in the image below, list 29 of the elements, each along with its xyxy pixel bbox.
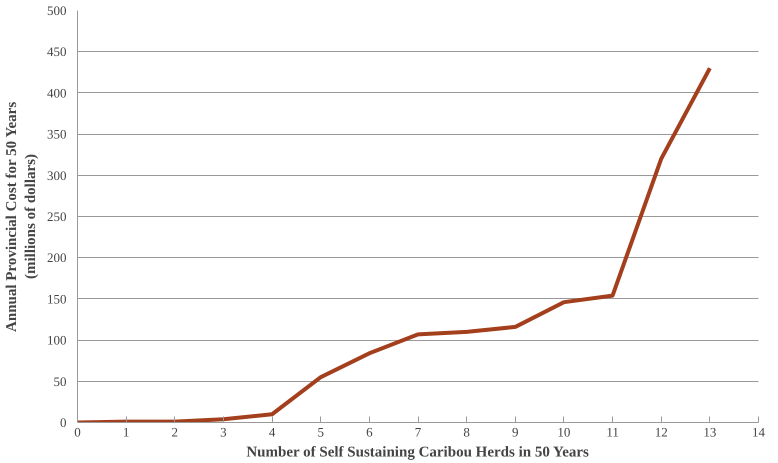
y-tick-label: 350 [47, 126, 66, 142]
y-axis-title: Annual Provincial Cost for 50 Years (millions of dollars) [4, 102, 39, 332]
x-tick-label: 11 [606, 424, 619, 440]
x-tick-label: 4 [268, 424, 276, 440]
x-tick-label: 7 [414, 424, 422, 440]
x-tick-label: 13 [703, 424, 716, 440]
y-tick-label: 100 [47, 332, 66, 348]
y-tick-label: 150 [47, 291, 66, 306]
x-axis-title: Number of Self Sustaining Caribou Herds in 50 Years [246, 444, 590, 460]
x-tick-label: 9 [512, 424, 519, 440]
y-tick-label: 250 [47, 209, 66, 224]
y-tick-label: 450 [47, 44, 66, 60]
x-tick-label: 1 [122, 424, 130, 440]
x-tick-label: 14 [752, 424, 766, 440]
y-tick-label: 200 [47, 250, 66, 266]
y-tick-label: 400 [47, 85, 66, 100]
x-tick-label: 5 [317, 424, 324, 440]
y-tick-label: 300 [47, 168, 66, 183]
x-tick-label: 8 [463, 424, 470, 440]
x-tick-label: 0 [74, 424, 81, 440]
x-tick-label: 3 [220, 424, 227, 440]
x-tick-label: 12 [654, 424, 668, 440]
y-tick-label: 500 [47, 3, 66, 18]
line-series [78, 66, 712, 422]
x-tick-label: 6 [366, 424, 374, 440]
y-tick-label: 0 [60, 415, 66, 430]
x-tick-label: 10 [557, 424, 570, 440]
y-tick-label: 50 [54, 374, 66, 389]
x-tick-label: 2 [172, 424, 178, 440]
